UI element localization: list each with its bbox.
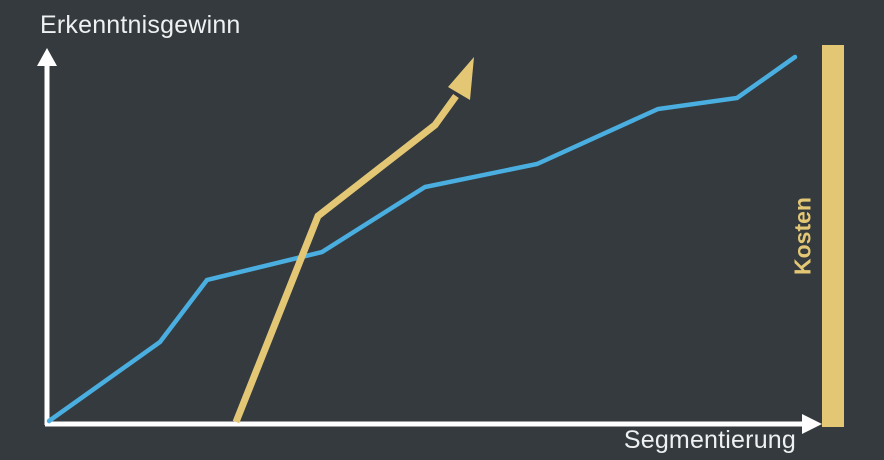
- cost-curve-line: [232, 93, 459, 424]
- cost-label: Kosten: [789, 197, 816, 275]
- cost-bar: [822, 45, 844, 427]
- x-axis-label: Segmentierung: [623, 426, 796, 454]
- y-axis-label: Erkenntnisgewinn: [40, 11, 241, 39]
- insight-gain-line: [46, 54, 798, 424]
- y-axis-arrowhead: [37, 48, 57, 66]
- cost-curve-arrowhead: [448, 57, 474, 100]
- x-axis-arrowhead: [802, 414, 822, 434]
